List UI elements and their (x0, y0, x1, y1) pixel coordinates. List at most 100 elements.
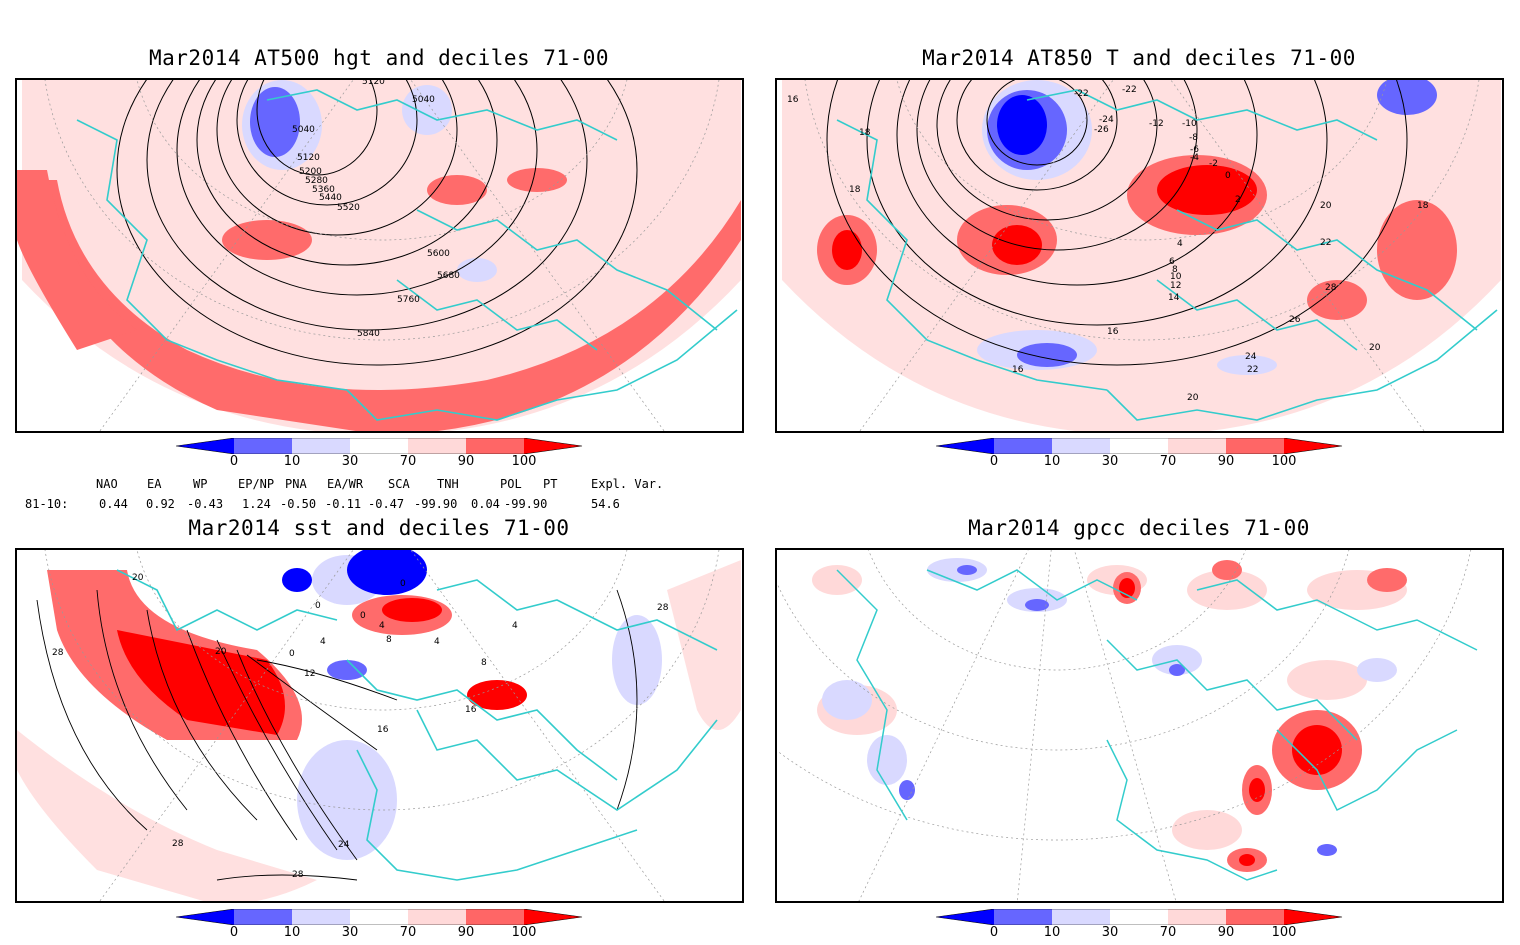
cb-tick: 100 (1271, 925, 1297, 940)
svg-text:0: 0 (400, 579, 406, 589)
svg-text:4: 4 (1177, 239, 1183, 249)
svg-text:5040: 5040 (412, 95, 435, 105)
svg-text:0: 0 (360, 611, 366, 621)
cb-tick: 100 (511, 925, 537, 940)
svg-text:4: 4 (434, 637, 440, 647)
svg-text:5280: 5280 (305, 176, 328, 186)
svg-text:5760: 5760 (397, 295, 420, 305)
index-header: Expl. Var. (591, 477, 664, 491)
svg-text:24: 24 (338, 840, 350, 850)
svg-text:5040: 5040 (292, 125, 315, 135)
svg-text:2: 2 (1235, 195, 1241, 205)
cb-tick: 70 (1159, 454, 1177, 469)
index-header: PNA (285, 477, 307, 491)
colorbar-bottom-right: 0 10 30 70 90 100 (936, 909, 1346, 945)
index-row-label: 81-10: (25, 497, 69, 511)
index-header: POL (500, 477, 522, 491)
cb-tick: 90 (1217, 454, 1235, 469)
svg-text:14: 14 (1168, 293, 1180, 303)
index-value: 0.44 (99, 497, 128, 511)
svg-text:10: 10 (1170, 272, 1182, 282)
svg-text:5360: 5360 (312, 185, 335, 195)
cb-tick: 10 (1043, 454, 1061, 469)
map-panel-gpcc (775, 548, 1504, 903)
svg-text:24: 24 (1245, 352, 1257, 362)
svg-text:18: 18 (1417, 201, 1429, 211)
cb-tick: 30 (341, 454, 359, 469)
svg-text:12: 12 (1170, 281, 1181, 291)
svg-text:22: 22 (1320, 238, 1331, 248)
svg-text:28: 28 (292, 870, 304, 880)
svg-text:20: 20 (215, 647, 227, 657)
svg-text:5120: 5120 (362, 80, 385, 87)
colorbar-top-right: 0 10 30 70 90 100 (936, 438, 1346, 474)
svg-text:16: 16 (1107, 327, 1119, 337)
index-header: PT (543, 477, 558, 491)
index-header: NAO (96, 477, 118, 491)
cb-tick: 90 (457, 925, 475, 940)
svg-text:8: 8 (481, 658, 487, 668)
svg-text:-24: -24 (1099, 115, 1114, 125)
svg-text:28: 28 (172, 839, 184, 849)
svg-text:18: 18 (849, 185, 861, 195)
index-value: 0.04 (471, 497, 500, 511)
cb-tick: 30 (1101, 925, 1119, 940)
svg-text:18: 18 (859, 128, 871, 138)
cb-tick: 0 (989, 454, 999, 469)
map-panel-hgt500: 5120 5040 5040 5120 5200 5280 5360 5440 5520… (15, 78, 744, 433)
svg-text:20: 20 (1187, 393, 1199, 403)
svg-text:22: 22 (1247, 365, 1258, 375)
index-value: 0.92 (146, 497, 175, 511)
svg-text:5520: 5520 (337, 203, 360, 213)
svg-text:-22: -22 (1074, 89, 1089, 99)
cb-tick: 90 (1217, 925, 1235, 940)
index-value: -0.47 (368, 497, 405, 511)
svg-text:20: 20 (1320, 201, 1332, 211)
svg-text:16: 16 (377, 725, 389, 735)
svg-text:12: 12 (304, 669, 315, 679)
panel-title-hgt500: Mar2014 AT500 hgt and deciles 71-00 (148, 46, 610, 70)
index-value: -99.90 (504, 497, 548, 511)
svg-text:28: 28 (657, 603, 669, 613)
cb-tick: 70 (399, 925, 417, 940)
svg-text:16: 16 (465, 705, 477, 715)
index-value: -0.11 (325, 497, 362, 511)
svg-text:8: 8 (386, 635, 392, 645)
index-value: 1.24 (242, 497, 271, 511)
panel-title-gpcc: Mar2014 gpcc deciles 71-00 (968, 516, 1310, 540)
svg-text:4: 4 (320, 637, 326, 647)
colorbar-top-left: 0 10 30 70 90 100 (176, 438, 586, 474)
svg-text:-2: -2 (1209, 159, 1218, 169)
map-panel-t850: 16 18 18 -22 -22 -24 -26 -12 -10 -8 -6 -4 -2 0 2 … (775, 78, 1504, 433)
cb-tick: 10 (283, 925, 301, 940)
svg-text:5600: 5600 (427, 249, 450, 259)
cb-tick: 30 (1101, 454, 1119, 469)
index-header: EA/WR (327, 477, 364, 491)
svg-text:-4: -4 (1190, 153, 1199, 163)
svg-text:5200: 5200 (299, 167, 322, 177)
index-value: -0.50 (280, 497, 317, 511)
cb-tick: 10 (1043, 925, 1061, 940)
index-value: -99.90 (414, 497, 458, 511)
svg-text:16: 16 (787, 95, 799, 105)
svg-text:-8: -8 (1189, 133, 1198, 143)
cb-tick: 0 (229, 925, 239, 940)
svg-text:5840: 5840 (357, 329, 380, 339)
cb-tick: 70 (1159, 925, 1177, 940)
svg-text:28: 28 (52, 648, 64, 658)
svg-text:-6: -6 (1190, 145, 1199, 155)
svg-text:20: 20 (1369, 343, 1381, 353)
cb-tick: 0 (229, 454, 239, 469)
colorbar-bottom-left: 0 10 30 70 90 100 (176, 909, 586, 945)
svg-text:20: 20 (132, 573, 144, 583)
cb-tick: 70 (399, 454, 417, 469)
svg-text:5440: 5440 (319, 193, 342, 203)
cb-tick: 90 (457, 454, 475, 469)
cb-tick: 10 (283, 454, 301, 469)
svg-text:0: 0 (315, 601, 321, 611)
index-header: TNH (437, 477, 459, 491)
index-value: -0.43 (187, 497, 224, 511)
index-header: EP/NP (238, 477, 275, 491)
svg-text:6: 6 (1169, 257, 1175, 267)
